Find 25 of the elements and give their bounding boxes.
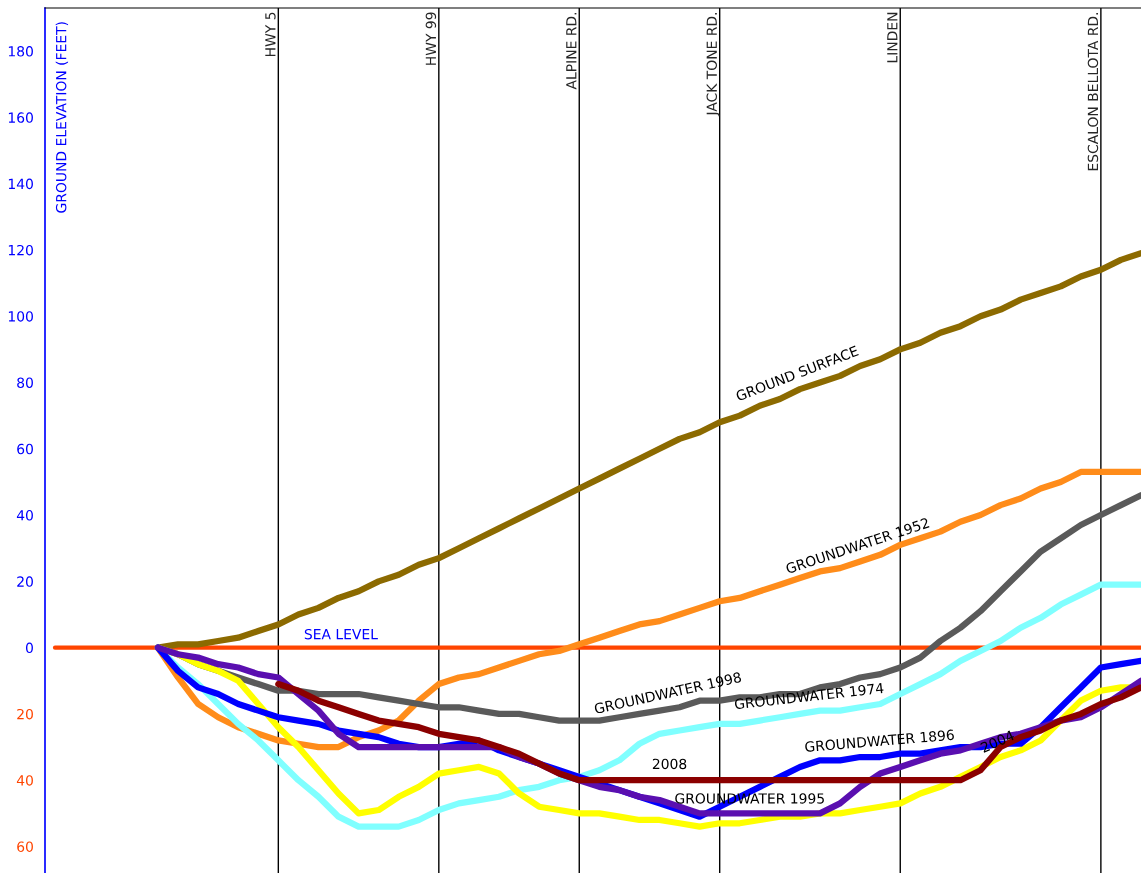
text: 2004 [980, 729, 1015, 753]
x-tick-label: HWY 5 [265, 12, 276, 57]
y-tick-label: 100 [8, 311, 33, 322]
ref-line-label: SEA LEVEL [304, 628, 378, 640]
x-tick-label: JACK TONE RD. [706, 12, 720, 117]
x-tick-label: ESCALON BELLOTA RD. [1087, 12, 1099, 171]
x-tick-label: ALPINE RD. [566, 12, 577, 90]
text: GROUNDWATER 1974 [734, 682, 884, 710]
y-tick-label: 40 [16, 510, 33, 521]
y-axis-title: GROUND ELEVATION (FEET) [55, 22, 69, 213]
series-label: 2008 [652, 758, 687, 770]
y-tick-label: 120 [8, 244, 33, 256]
y-tick-label: 160 [8, 112, 33, 123]
y-tick-label: 20 [17, 576, 33, 587]
y-tick-label: 80 [17, 377, 33, 388]
y-tick-label: 60 [17, 841, 33, 852]
y-tick-label: 40 [16, 775, 33, 786]
x-tick-label: HWY 99 [425, 12, 437, 65]
x-tick-label: LINDEN [887, 12, 898, 63]
y-tick-label: 140 [8, 178, 33, 190]
y-tick-label: 180 [8, 46, 33, 57]
y-tick-label: 60 [17, 443, 33, 455]
y-tick-label: 20 [17, 708, 33, 720]
y-tick-label: 0 [25, 642, 33, 654]
series-label: GROUNDWATER 1896 [804, 729, 955, 753]
